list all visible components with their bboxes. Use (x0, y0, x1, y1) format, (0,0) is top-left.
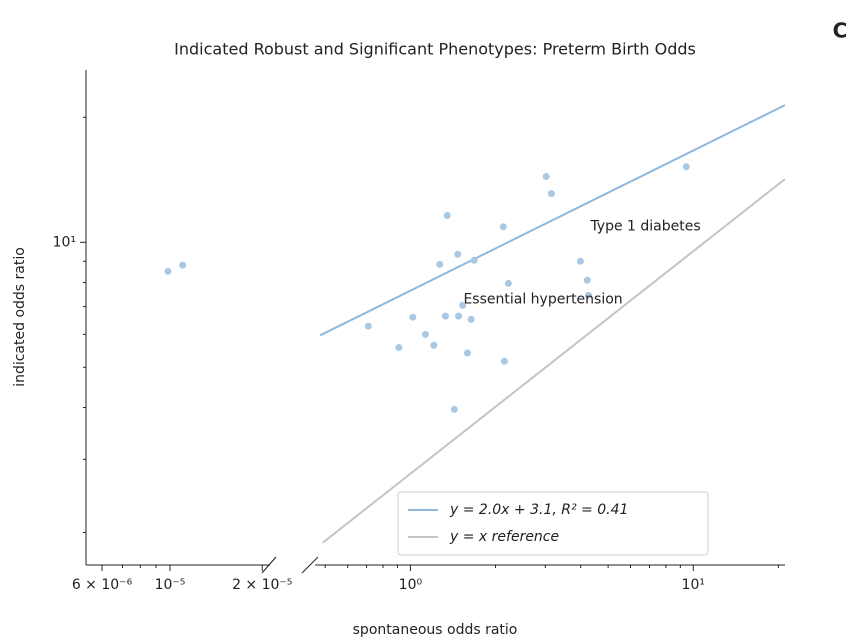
point (179, 261, 187, 269)
axis-break (301, 556, 319, 574)
point (682, 163, 690, 171)
point (441, 312, 449, 320)
x-tick-label: 2 × 10⁻⁵ (232, 577, 292, 593)
fit-line (319, 104, 786, 337)
point (463, 349, 471, 357)
x-tick-label: 10⁰ (399, 577, 423, 593)
y-tick-label: 10¹ (53, 234, 76, 250)
legend-label: y = x reference (449, 529, 559, 545)
point (450, 405, 458, 413)
point (583, 276, 591, 284)
point (584, 291, 592, 299)
point (542, 173, 550, 181)
legend-label: y = 2.0x + 3.1, R² = 0.41 (449, 502, 628, 518)
x-tick-label: 10¹ (682, 577, 705, 593)
point (436, 260, 444, 268)
annotation: Essential hypertension (463, 291, 622, 307)
axis-break (261, 556, 277, 574)
annotation: Type 1 diabetes (589, 219, 700, 235)
point (500, 357, 508, 365)
point (443, 212, 451, 220)
x-axis-label: spontaneous odds ratio (353, 622, 518, 638)
point (164, 267, 172, 275)
point (459, 301, 467, 309)
x-tick-label: 6 × 10⁻⁶ (72, 577, 133, 593)
fit-line (322, 178, 786, 544)
point (454, 250, 462, 258)
legend-box (397, 491, 709, 556)
point (576, 257, 584, 265)
point (430, 341, 438, 349)
point (470, 256, 478, 264)
point (409, 313, 417, 321)
point (455, 312, 463, 320)
point (467, 315, 475, 323)
chart-title: Indicated Robust and Significant Phenoty… (174, 40, 696, 59)
point (499, 223, 507, 231)
panel-label: C (833, 19, 848, 43)
y-axis-label: indicated odds ratio (12, 247, 28, 387)
point (504, 279, 512, 287)
point (364, 322, 372, 330)
x-tick-label: 10⁻⁵ (155, 577, 186, 593)
point (421, 330, 429, 338)
point (547, 190, 555, 198)
point (395, 343, 403, 351)
